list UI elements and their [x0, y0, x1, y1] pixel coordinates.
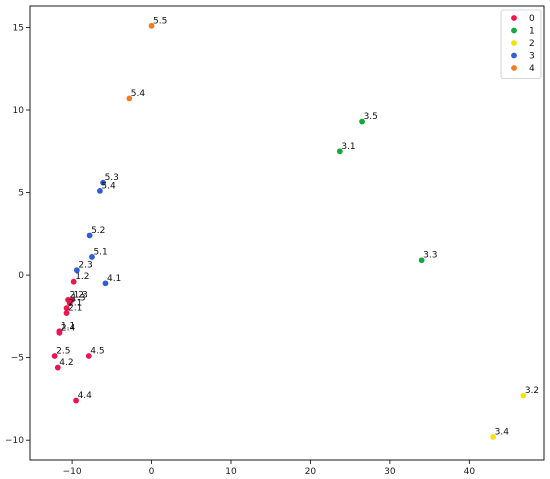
- point-label: 1.3: [71, 294, 85, 304]
- point-label: 2.1: [68, 304, 82, 314]
- data-point-series-1: [418, 257, 425, 264]
- point-label: 5.1: [93, 247, 107, 257]
- point-label: 5.3: [105, 173, 119, 183]
- y-tick-label: 0: [18, 271, 24, 281]
- y-tick-label: −10: [5, 436, 24, 446]
- point-label: 3.1: [341, 142, 355, 152]
- legend-label-0: 0: [529, 14, 535, 24]
- x-tick-label: 10: [225, 467, 237, 477]
- legend-label-4: 4: [529, 64, 535, 74]
- y-tick-label: 5: [18, 189, 24, 199]
- point-label: 4.1: [107, 274, 121, 284]
- data-point-series-0: [63, 310, 70, 316]
- point-label: 3.4: [495, 427, 510, 437]
- y-axis-ticks: −10 −5 0 5 10 15: [5, 23, 30, 446]
- point-labels: 1.22.21.31.32.12.11.12.42.54.24.54.43.53…: [56, 16, 539, 437]
- legend-marker-3: [511, 52, 517, 59]
- legend-box: [500, 9, 542, 79]
- point-label: 1.2: [75, 272, 89, 282]
- y-tick-label: 15: [13, 23, 24, 33]
- point-label: 4.4: [78, 391, 93, 401]
- x-tick-label: 30: [384, 467, 396, 477]
- legend-marker-0: [511, 15, 517, 21]
- data-point-series-1: [359, 118, 365, 125]
- point-label: 1.3: [74, 290, 88, 300]
- data-point-series-3: [86, 232, 93, 239]
- data-point-series-0: [66, 300, 73, 307]
- data-point-series-3: [89, 254, 95, 260]
- x-tick-label: 20: [305, 467, 317, 477]
- data-point-series-3: [73, 267, 80, 274]
- data-point-series-0: [85, 353, 92, 359]
- x-tick-label: −10: [63, 467, 82, 477]
- point-label: 5.4: [101, 181, 116, 191]
- data-point-series-3: [97, 188, 103, 194]
- legend-label-3: 3: [529, 52, 535, 62]
- data-point-series-0: [63, 305, 70, 312]
- x-tick-label: 40: [464, 467, 476, 477]
- plot-frame: [29, 5, 545, 461]
- data-point-series-3: [100, 179, 106, 186]
- point-label: 2.3: [78, 261, 92, 271]
- legend: 0 1 2 3 4: [500, 9, 542, 79]
- point-label: 5.5: [153, 16, 167, 26]
- data-point-series-1: [336, 148, 343, 155]
- point-label: 4.2: [59, 358, 73, 368]
- data-point-series-2: [520, 392, 527, 399]
- y-tick-label: 10: [13, 106, 25, 116]
- data-point-series-2: [490, 433, 497, 440]
- legend-label-2: 2: [529, 39, 535, 49]
- point-label: 2.4: [61, 323, 76, 333]
- point-label: 3.2: [525, 386, 539, 396]
- data-point-series-0: [51, 353, 58, 359]
- point-label: 5.4: [131, 89, 146, 99]
- legend-marker-4: [511, 65, 517, 71]
- legend-marker-2: [511, 40, 517, 46]
- point-label: 1.1: [61, 322, 75, 332]
- data-point-series-0: [54, 364, 61, 371]
- data-point-series-3: [102, 280, 109, 287]
- point-label: 4.5: [90, 346, 104, 356]
- point-label: 3.5: [364, 112, 378, 122]
- legend-label-1: 1: [529, 27, 535, 37]
- data-point-series-4: [148, 22, 155, 29]
- point-label: 2.2: [70, 290, 84, 300]
- y-tick-label: −5: [11, 354, 24, 364]
- data-points: [51, 22, 527, 440]
- point-label: 3.3: [423, 251, 437, 261]
- point-label: 5.2: [91, 226, 105, 236]
- point-label: 2.5: [56, 346, 70, 356]
- data-point-series-0: [56, 329, 63, 336]
- x-axis-ticks: −10 0 10 20 30 40: [63, 460, 476, 477]
- data-point-series-0: [70, 278, 77, 285]
- point-label: 2.1: [68, 299, 82, 309]
- data-point-series-4: [126, 95, 133, 102]
- x-tick-label: 0: [149, 467, 155, 477]
- legend-marker-1: [511, 27, 517, 34]
- data-point-series-0: [73, 397, 79, 404]
